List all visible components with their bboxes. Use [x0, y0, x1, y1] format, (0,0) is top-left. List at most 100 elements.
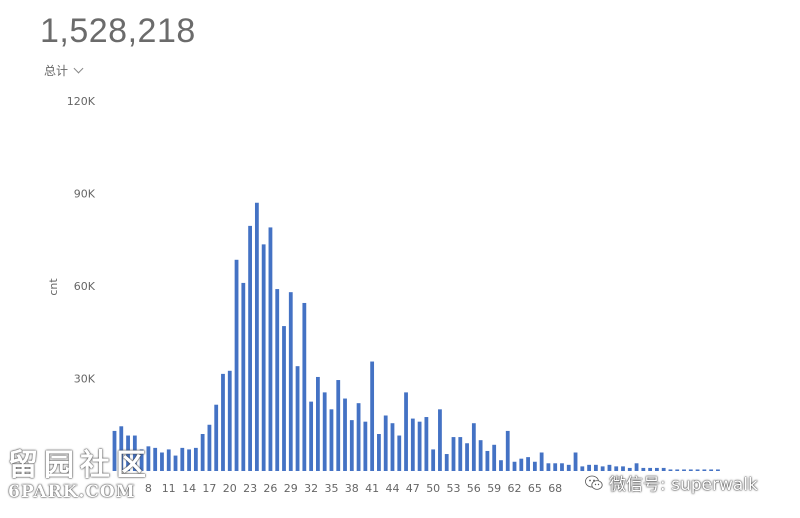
bar [600, 466, 605, 472]
bar [627, 467, 632, 471]
bar [621, 466, 625, 472]
x-tick-label: 17 [202, 482, 216, 495]
bar [139, 449, 144, 471]
bar [146, 446, 151, 471]
bar [607, 464, 612, 471]
bar [241, 282, 246, 471]
bar [532, 461, 537, 471]
bar [539, 452, 544, 471]
x-tick-label: 59 [487, 482, 501, 495]
total-value: 1,528,218 [40, 12, 196, 50]
bar [709, 469, 714, 471]
y-axis-ticks: 30K 60K 90K 120K [67, 95, 96, 386]
bar [668, 469, 673, 471]
bar [458, 437, 463, 471]
x-tick-label: 14 [182, 482, 196, 495]
bar [309, 401, 314, 472]
bar [417, 421, 422, 471]
bar [261, 244, 266, 471]
x-tick-label: 44 [386, 482, 400, 495]
bar [546, 463, 551, 471]
bar [349, 420, 354, 472]
x-tick-label: 65 [528, 482, 542, 495]
bar [153, 447, 158, 472]
x-tick-label: 56 [467, 482, 481, 495]
bar [566, 464, 571, 471]
bar [383, 415, 388, 471]
x-tick-label: 68 [548, 482, 562, 495]
bar [193, 447, 198, 472]
bar [329, 409, 334, 471]
bar [451, 437, 456, 471]
y-tick-label: 30K [74, 373, 96, 386]
bar [275, 289, 280, 471]
bar [180, 447, 185, 472]
bar [465, 443, 469, 471]
bar [288, 292, 293, 471]
bar [695, 469, 700, 471]
bar [431, 449, 436, 471]
bar [227, 370, 232, 471]
bar [573, 452, 578, 471]
x-tick-label: 32 [304, 482, 318, 495]
bar [688, 469, 693, 471]
bar [587, 464, 591, 471]
bar [370, 361, 375, 471]
watermark-right: 微信号: superwalk [585, 470, 758, 495]
x-tick-label: 29 [284, 482, 298, 495]
x-tick-label: 62 [508, 482, 522, 495]
bar [641, 467, 646, 471]
bar [438, 409, 442, 471]
y-tick-label: 120K [67, 95, 96, 108]
watermark-left: 留园社区 6PARK.COM [8, 440, 152, 502]
bar [471, 423, 476, 471]
y-tick-label: 60K [74, 280, 96, 293]
watermark-en: 6PARK.COM [8, 482, 136, 502]
bar [119, 426, 124, 471]
bar [614, 466, 619, 472]
bar [716, 469, 720, 471]
bar [221, 373, 225, 472]
bar [268, 227, 273, 471]
bar [580, 466, 585, 472]
bar [112, 430, 117, 471]
bar [404, 392, 408, 472]
y-axis-label: cnt [47, 278, 60, 296]
x-tick-label: 23 [243, 482, 257, 495]
x-axis-ticks: 8 11 14 17 20 23 26 29 32 35 38 41 44 47 50 53 56 59 62 65 6… [145, 482, 562, 495]
bar [356, 403, 361, 471]
bar [397, 435, 402, 471]
bar [512, 461, 517, 471]
bar [485, 450, 490, 471]
bar [390, 423, 395, 471]
x-tick-label: 38 [345, 482, 359, 495]
bar [336, 380, 341, 471]
bar [322, 392, 327, 472]
bar [682, 469, 686, 471]
bar [702, 469, 707, 471]
watermark-right-text: 微信号: superwalk [609, 475, 758, 495]
bar [363, 421, 368, 471]
bars [112, 202, 720, 472]
bar [444, 454, 449, 471]
bar [295, 366, 300, 471]
bar [648, 467, 653, 471]
y-tick-label: 90K [74, 188, 96, 201]
bar [166, 449, 171, 471]
bar [282, 326, 286, 471]
bar [248, 225, 252, 472]
bar [424, 417, 429, 471]
aggregate-selector[interactable]: 总计 [44, 62, 84, 79]
bar [132, 435, 137, 471]
bar [173, 455, 178, 471]
bar [499, 460, 503, 471]
x-tick-label: 53 [447, 482, 461, 495]
aggregate-label: 总计 [44, 64, 69, 78]
bar [505, 430, 510, 471]
bar [655, 467, 659, 471]
bar [526, 457, 530, 472]
watermark-cn: 留园社区 [8, 448, 152, 483]
bar [675, 469, 680, 471]
wechat-icon [585, 475, 603, 490]
